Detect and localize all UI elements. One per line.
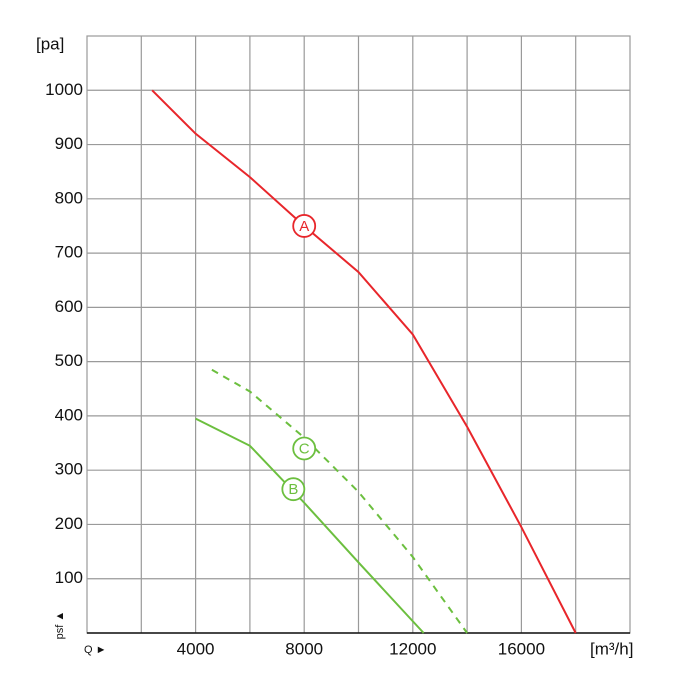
legend-label: B — [288, 481, 298, 498]
legend-label: A — [299, 218, 309, 235]
y-tick-label: 300 — [55, 460, 83, 479]
y-tick-label: 800 — [55, 188, 83, 207]
curve — [211, 368, 468, 634]
x-unit-label: Q ► — [84, 644, 107, 656]
curve — [195, 417, 425, 634]
y-tick-label: 500 — [55, 351, 83, 370]
y-tick-label: 700 — [55, 243, 83, 262]
y-tick-label: 1000 — [45, 80, 83, 99]
x-tick-label: 8000 — [285, 639, 323, 658]
y-axis-label: [pa] — [36, 34, 64, 53]
y-tick-label: 200 — [55, 514, 83, 533]
y-tick-label: 100 — [55, 568, 83, 587]
y-tick-label: 600 — [55, 297, 83, 316]
x-tick-label: 12000 — [389, 639, 436, 658]
curve-label-ring — [292, 214, 317, 238]
curve-label-ring — [281, 477, 306, 502]
y-unit-label: psf ▲ — [54, 611, 66, 640]
x-tick-label: 16000 — [498, 639, 545, 658]
curve — [151, 89, 577, 634]
x-tick-label: 4000 — [177, 639, 215, 658]
curve-label-ring — [292, 436, 317, 461]
legend-label: C — [299, 440, 310, 457]
y-tick-label: 400 — [55, 405, 83, 424]
x-axis-label: [m³/h] — [590, 639, 633, 658]
y-tick-label: 900 — [55, 134, 83, 153]
